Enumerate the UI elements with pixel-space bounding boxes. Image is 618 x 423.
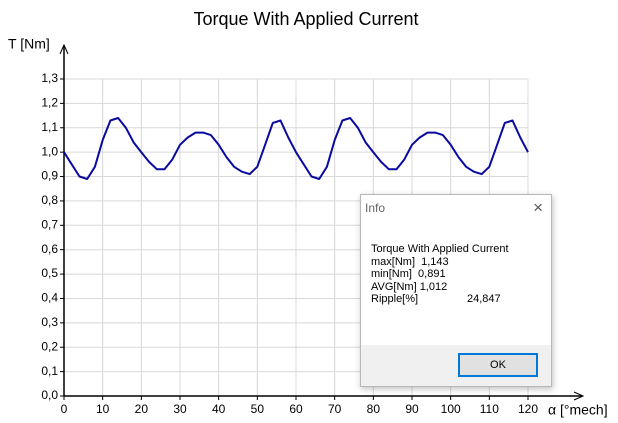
x-tick-label: 60 bbox=[289, 402, 303, 416]
y-tick-label: 0,9 bbox=[41, 169, 58, 183]
x-tick-label: 20 bbox=[135, 402, 149, 416]
close-button[interactable]: × bbox=[533, 198, 543, 217]
dialog-body: Torque With Applied Current max[Nm] 1,14… bbox=[361, 221, 551, 306]
y-tick-label: 0,0 bbox=[41, 388, 58, 402]
y-tick-label: 0,3 bbox=[41, 315, 58, 329]
y-tick-label: 0,5 bbox=[41, 266, 58, 280]
y-tick-label: 0,8 bbox=[41, 193, 58, 207]
dialog-line: min[Nm] 0,891 bbox=[371, 268, 446, 280]
x-tick-label: 80 bbox=[367, 402, 381, 416]
x-tick-label: 40 bbox=[212, 402, 226, 416]
y-tick-label: 1,2 bbox=[41, 96, 58, 110]
y-tick-label: 0,2 bbox=[41, 339, 58, 353]
x-tick-label: 110 bbox=[480, 402, 499, 416]
x-axis-label: α [°mech] bbox=[548, 402, 608, 418]
ripple-row: Ripple[%] 24,847 bbox=[371, 293, 551, 306]
x-tick-label: 120 bbox=[518, 402, 538, 416]
y-tick-label: 1,3 bbox=[41, 71, 58, 85]
dialog-line: AVG[Nm] 1,012 bbox=[371, 280, 448, 293]
y-tick-label: 0,6 bbox=[41, 242, 58, 256]
ok-button[interactable]: OK bbox=[458, 353, 538, 377]
dialog-heading: Torque With Applied Current bbox=[371, 243, 509, 255]
x-tick-label: 50 bbox=[251, 402, 265, 416]
dialog-line: max[Nm] 1,143 bbox=[371, 255, 449, 268]
info-dialog: Info × Torque With Applied Current max[N… bbox=[360, 194, 552, 387]
dialog-footer: OK bbox=[361, 345, 551, 386]
chart-title: Torque With Applied Current bbox=[193, 9, 418, 29]
dialog-title: Info bbox=[365, 201, 386, 215]
x-tick-label: 0 bbox=[61, 402, 68, 416]
x-tick-label: 70 bbox=[328, 402, 342, 416]
x-tick-label: 90 bbox=[405, 402, 419, 416]
y-axis-arrow bbox=[59, 43, 69, 55]
y-axis-label: T [Nm] bbox=[8, 36, 50, 52]
y-tick-label: 0,7 bbox=[41, 217, 58, 231]
x-tick-label: 10 bbox=[96, 402, 110, 416]
x-axis-arrow bbox=[573, 391, 585, 401]
y-tick-label: 1,1 bbox=[41, 120, 58, 134]
ripple-label: Ripple[%] bbox=[371, 293, 419, 305]
x-tick-label: 30 bbox=[173, 402, 187, 416]
y-tick-label: 1,0 bbox=[41, 144, 58, 158]
y-tick-label: 0,4 bbox=[41, 291, 58, 305]
ripple-value: 24,847 bbox=[467, 293, 501, 305]
x-tick-label: 100 bbox=[441, 402, 461, 416]
y-tick-label: 0,1 bbox=[41, 364, 58, 378]
series-line bbox=[63, 117, 529, 180]
